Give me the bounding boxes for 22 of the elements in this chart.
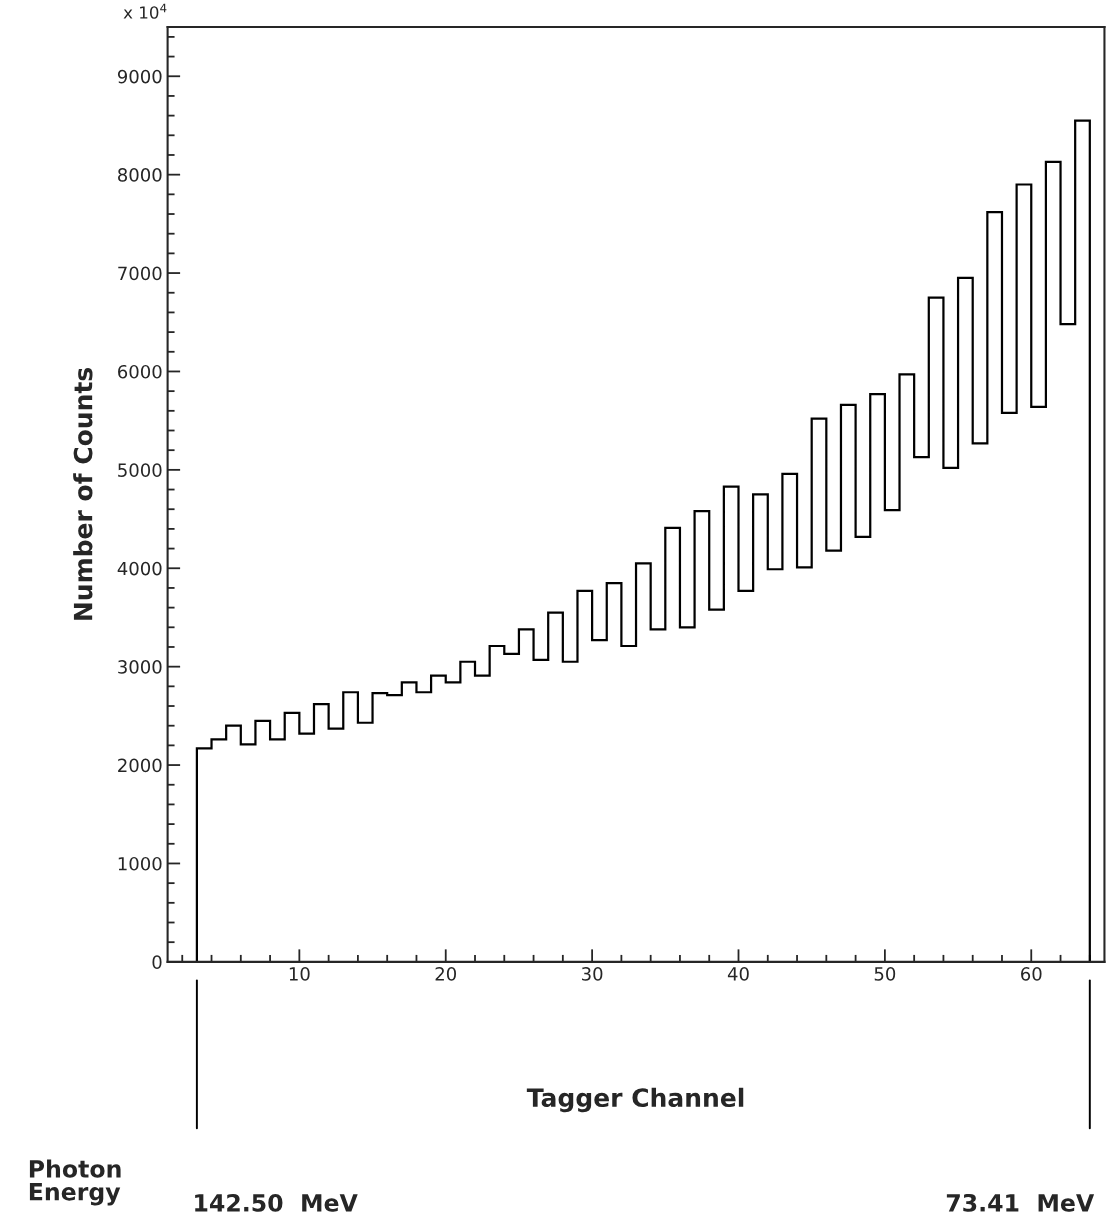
text: Photon Energy <box>29 1159 121 1206</box>
x-tick-label: 30 <box>582 967 603 981</box>
y-tick-label: 9000 <box>117 69 162 84</box>
x-tick-label: 60 <box>1021 967 1042 981</box>
y-tick-label: 2000 <box>118 758 162 773</box>
y-tick-label: 3000 <box>118 660 162 674</box>
y-tick-label: 6000 <box>118 364 162 379</box>
y-tick-label: 5000 <box>118 463 162 477</box>
y-tick-label: 7000 <box>118 266 162 281</box>
x-tick-label: 40 <box>727 967 749 981</box>
text: 73.41 MeV <box>946 1193 1095 1212</box>
y-tick-label: 8000 <box>118 168 162 182</box>
y-tick-label: 0 <box>152 955 162 969</box>
x-axis-title: Tagger Channel <box>526 1087 744 1113</box>
text: x 10$^{4}$ <box>123 3 167 19</box>
text: 142.50 MeV <box>195 1193 358 1212</box>
x-tick-label: 10 <box>289 967 310 981</box>
x-tick-label: 50 <box>874 967 896 981</box>
y-tick-label: 1000 <box>118 856 162 871</box>
x-tick-label: 20 <box>435 967 457 981</box>
y-tick-label: 4000 <box>117 561 162 576</box>
y-axis-title: Number of Counts <box>73 367 93 620</box>
